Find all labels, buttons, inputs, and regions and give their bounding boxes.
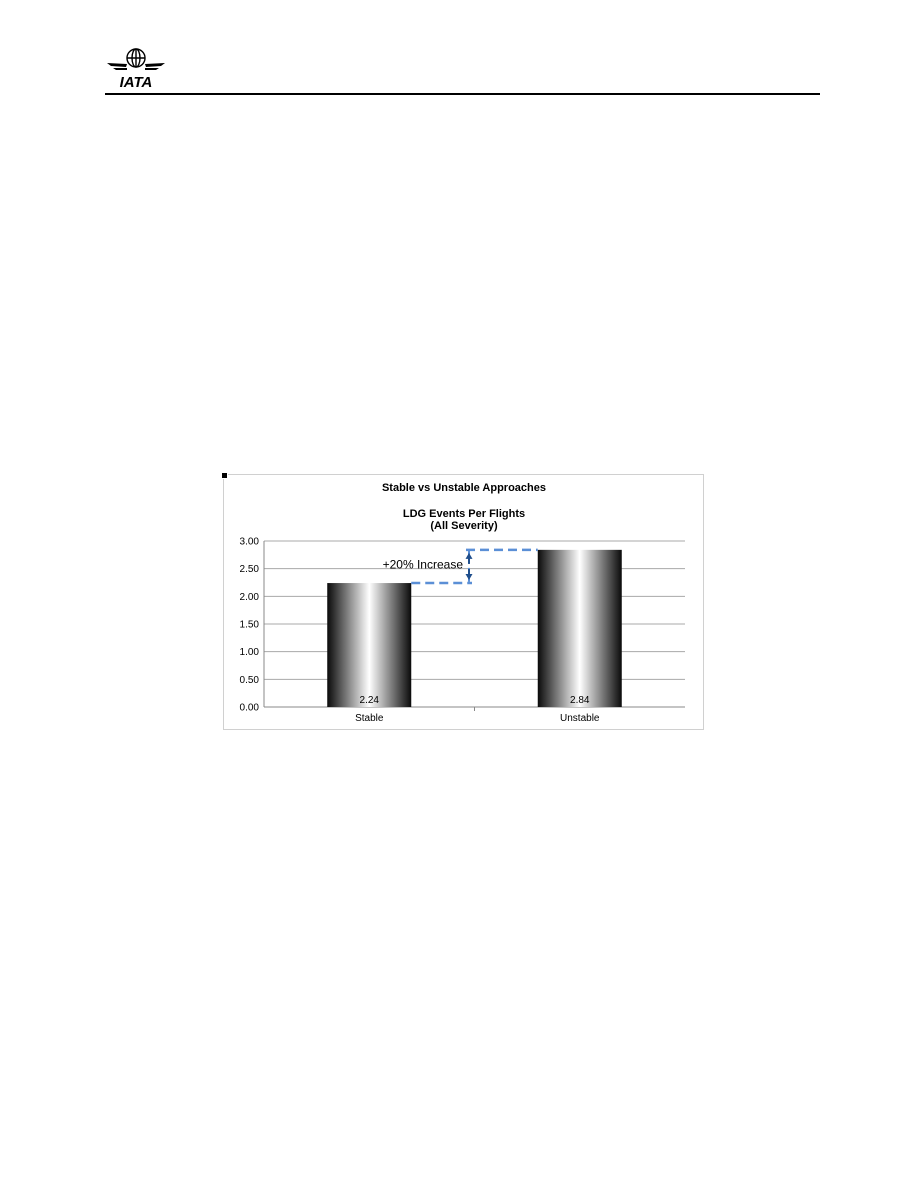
wings-icon — [107, 63, 165, 70]
bar-chart: Stable vs Unstable Approaches LDG Events… — [240, 482, 685, 725]
data-label: 2.84 — [570, 695, 590, 706]
y-tick-label: 3.00 — [240, 537, 260, 548]
gridlines — [264, 540, 685, 708]
globe-icon — [126, 48, 146, 68]
y-tick-label: 0.00 — [240, 703, 260, 714]
data-label: 2.24 — [360, 695, 380, 706]
x-tick-label: Unstable — [560, 713, 600, 724]
y-tick-label: 2.50 — [240, 564, 260, 575]
increase-annotation: +20% Increase — [383, 548, 538, 585]
y-tick-label: 2.00 — [240, 592, 260, 603]
chart-selection-handle — [221, 472, 228, 479]
y-tick-label: 0.50 — [240, 675, 260, 686]
chart-title: Stable vs Unstable Approaches — [382, 482, 546, 494]
y-tick-label: 1.50 — [240, 620, 260, 631]
axes: 0.00 0.50 1.00 1.50 2.00 2.50 3.00 Stable Unstab… — [240, 537, 600, 725]
increase-annotation-label: +20% Increase — [383, 557, 464, 571]
bar-unstable — [537, 549, 622, 707]
x-tick-label: Stable — [355, 713, 384, 724]
iata-logo: IATA — [107, 48, 165, 89]
chart-subtitle-line-1: LDG Events Per Flights — [403, 508, 525, 520]
chart-subtitle-line-2: (All Severity) — [430, 520, 498, 532]
logo-wordmark: IATA — [120, 74, 153, 89]
y-tick-label: 1.00 — [240, 647, 260, 658]
header-rule — [105, 93, 820, 95]
chart-area: Stable vs Unstable Approaches LDG Events… — [223, 474, 704, 730]
bar-stable — [327, 583, 412, 707]
arrow-down-icon — [465, 569, 473, 581]
bars: 2.24 2.84 — [327, 549, 622, 707]
arrow-up-icon — [465, 552, 473, 564]
